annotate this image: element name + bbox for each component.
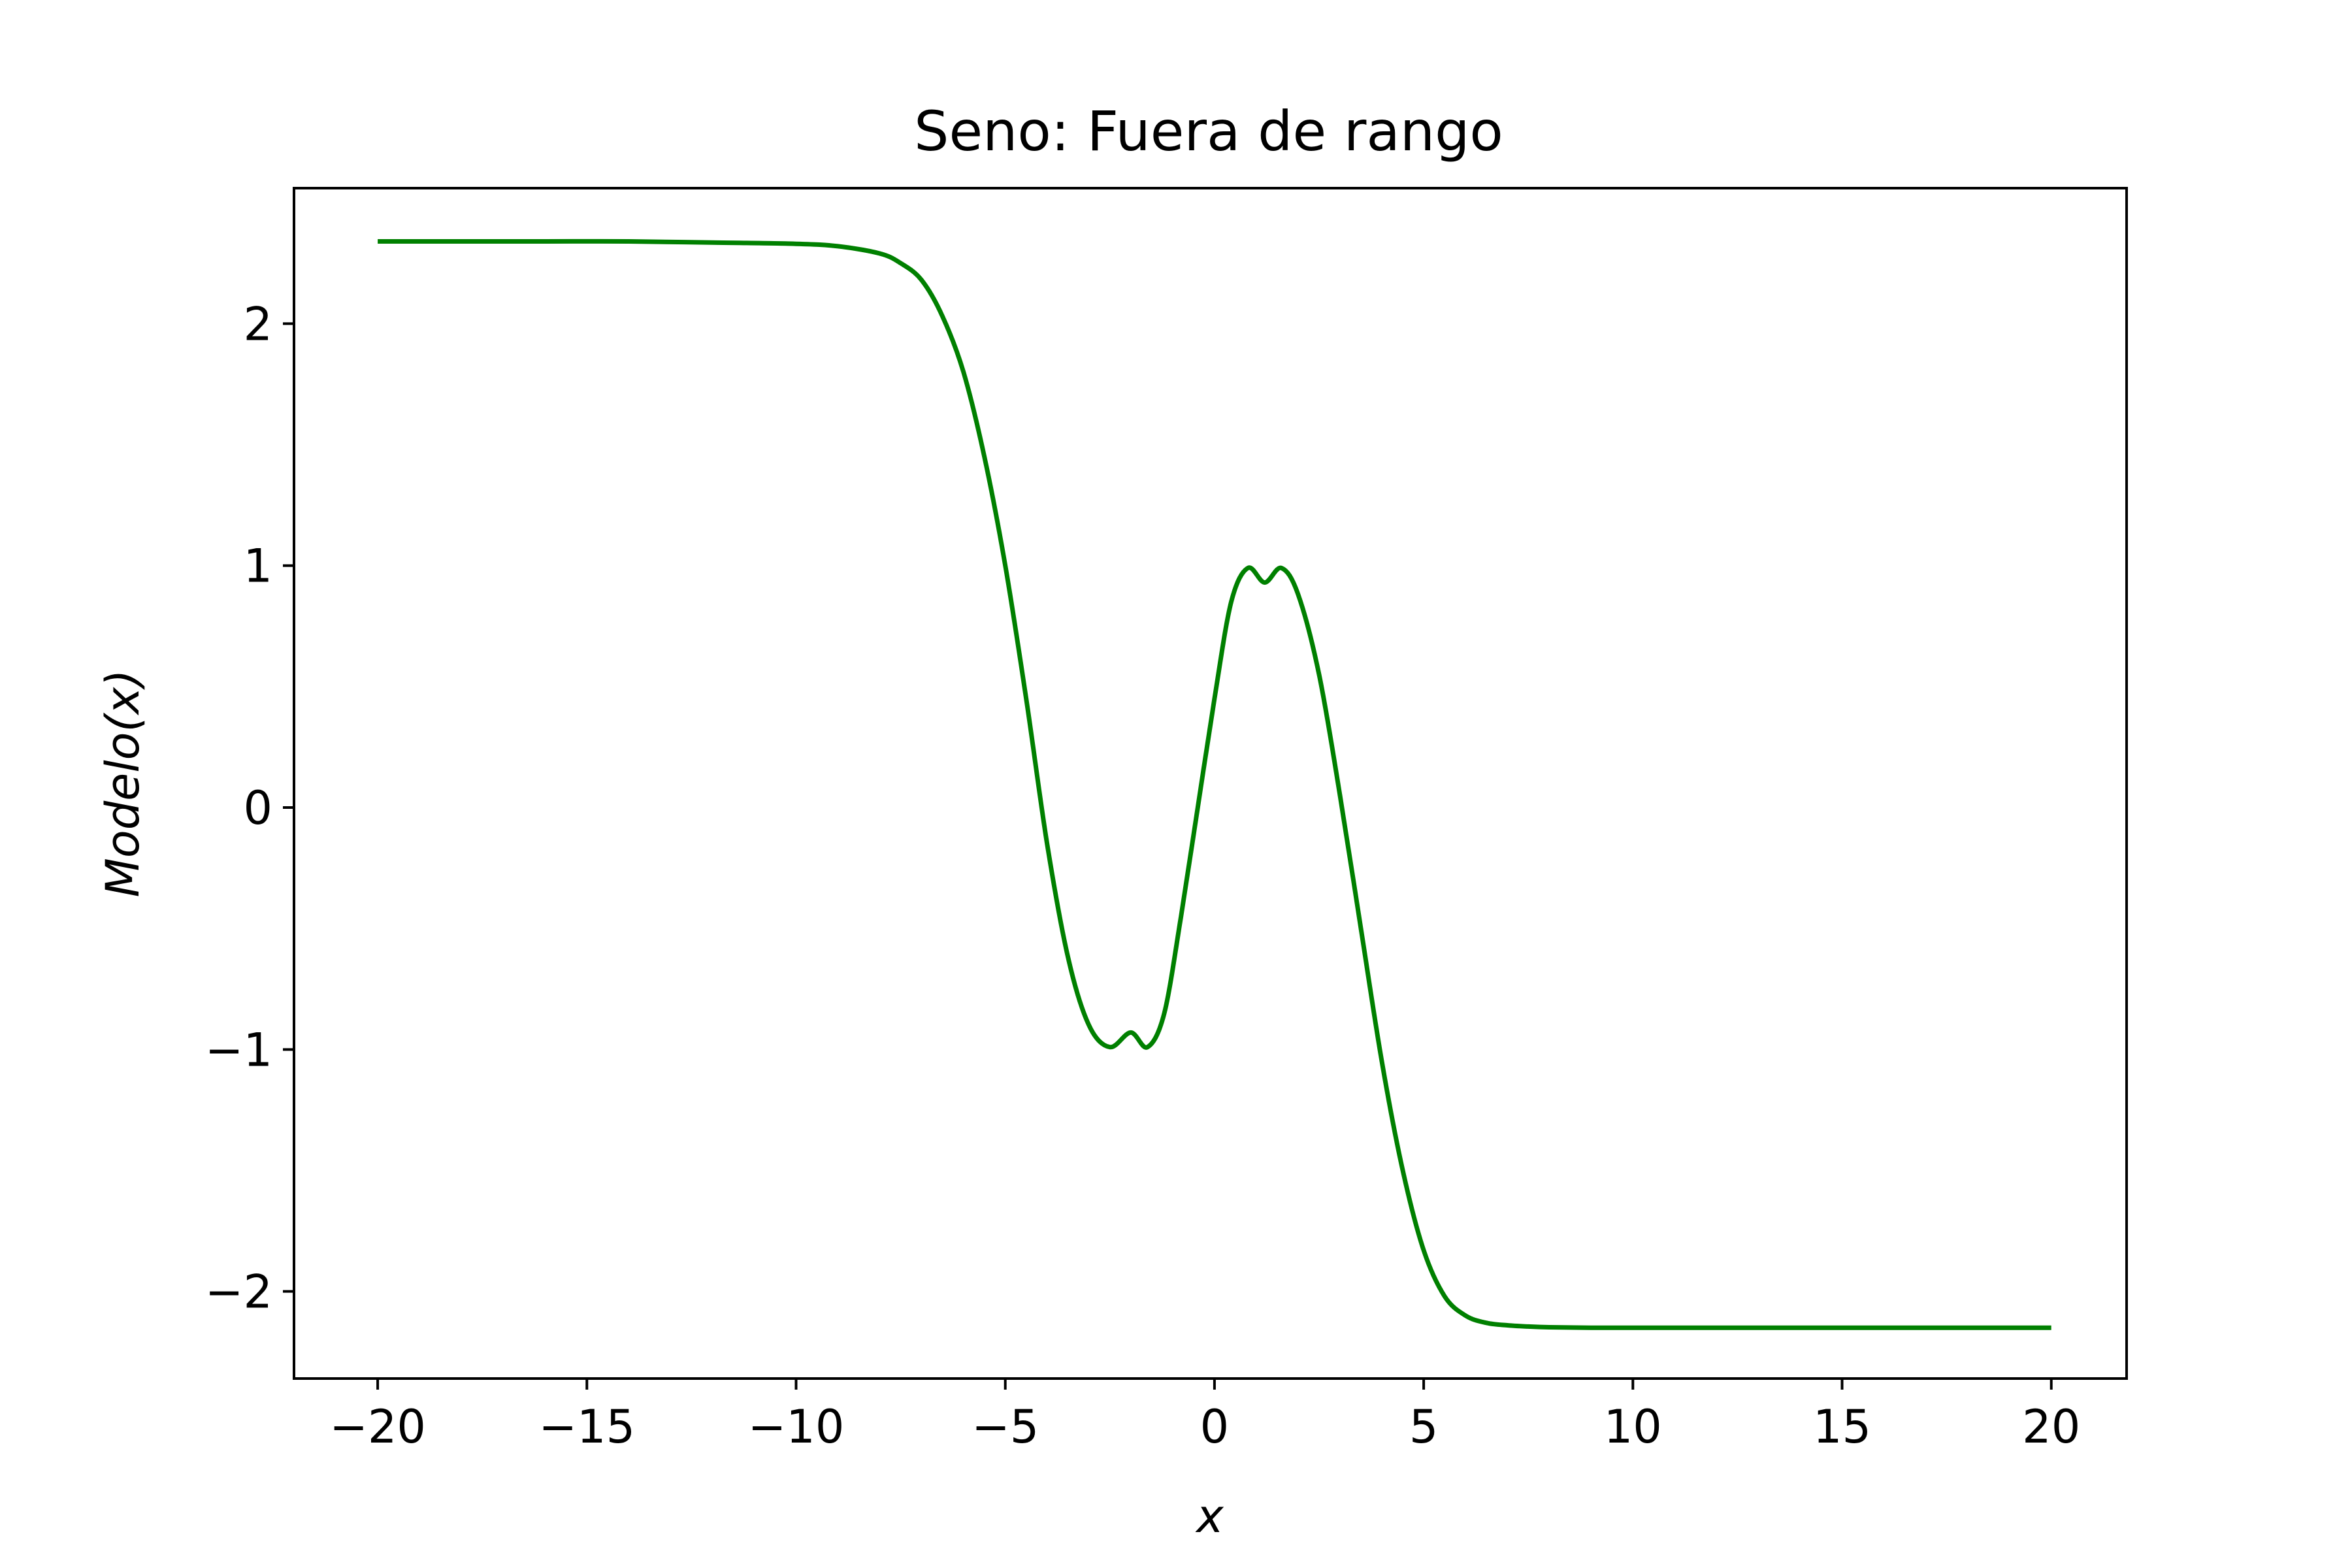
x-tick-label: −10 [748,1400,845,1454]
y-tick-label: −1 [205,1023,272,1077]
axes-frame [293,187,2128,1380]
x-tick-label: 5 [1409,1400,1439,1454]
x-tick-label: 15 [1813,1400,1871,1454]
x-tick-label: −15 [538,1400,635,1454]
plot-area [378,238,2051,1330]
y-tick-label: 2 [243,297,272,351]
x-axis: −20 −15 −10 −5 0 5 10 15 20 [329,1379,2080,1454]
chart-title: Seno: Fuera de rango [914,99,1503,163]
x-tick-label: −5 [972,1400,1039,1454]
x-tick-label: −20 [329,1400,426,1454]
y-tick-label: 0 [243,781,272,835]
y-axis: −2 −1 0 1 2 [205,297,294,1319]
x-tick-label: 0 [1200,1400,1230,1454]
series-line-modelo [378,238,2051,1330]
x-tick-label: 10 [1604,1400,1662,1454]
y-tick-label: −2 [205,1266,272,1319]
x-tick-label: 20 [2022,1400,2080,1454]
x-axis-label: x [1195,1490,1224,1543]
y-tick-label: 1 [243,540,272,593]
y-axis-label: Modelo(x) [96,669,150,897]
